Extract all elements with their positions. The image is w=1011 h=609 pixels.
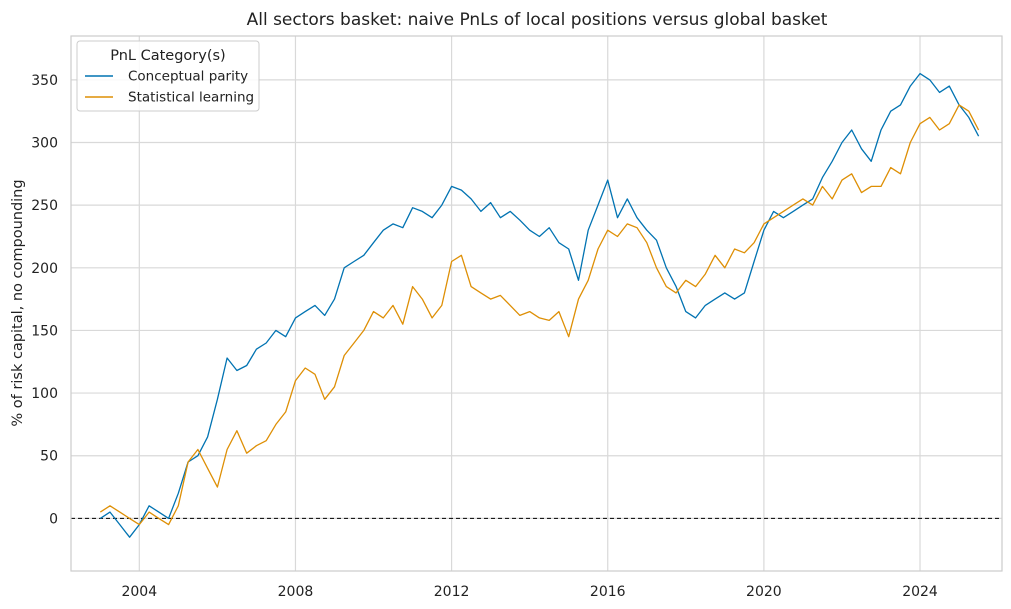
y-tick-label: 200 (31, 261, 58, 277)
legend-box (76, 40, 260, 112)
legend-label-statistical-learning: Statistical learning (128, 90, 254, 106)
grid (71, 36, 1002, 571)
y-tick-label: 100 (31, 386, 58, 402)
x-tick-label: 2004 (121, 584, 157, 600)
x-tick-label: 2024 (902, 584, 938, 600)
chart-title: All sectors basket: naive PnLs of local … (247, 10, 828, 30)
series-line-statistical-learning (99, 104, 980, 526)
y-axis-label: % of risk capital, no compounding (10, 179, 26, 426)
legend: PnL Category(s) Conceptual parity Statis… (76, 40, 260, 112)
legend-title: PnL Category(s) (110, 48, 225, 64)
plot-frame (70, 35, 1003, 572)
x-tick-label: 2016 (590, 584, 626, 600)
y-tick-label: 250 (31, 198, 58, 214)
series-line-conceptual-parity (99, 72, 980, 538)
y-tick-label: 0 (49, 511, 58, 527)
x-tick-label: 2012 (434, 584, 470, 600)
y-tick-label: 300 (31, 135, 58, 151)
series-lines (99, 72, 980, 538)
x-tick-label: 2008 (278, 584, 314, 600)
x-tick-labels: 2004 2008 2012 2016 2020 2024 (121, 584, 937, 600)
y-tick-label: 50 (40, 449, 58, 465)
y-tick-labels: 0 50 100 150 200 250 300 350 (31, 73, 58, 528)
y-tick-label: 150 (31, 323, 58, 339)
y-tick-label: 350 (31, 73, 58, 89)
legend-label-conceptual-parity: Conceptual parity (128, 69, 248, 85)
x-tick-label: 2020 (746, 584, 782, 600)
